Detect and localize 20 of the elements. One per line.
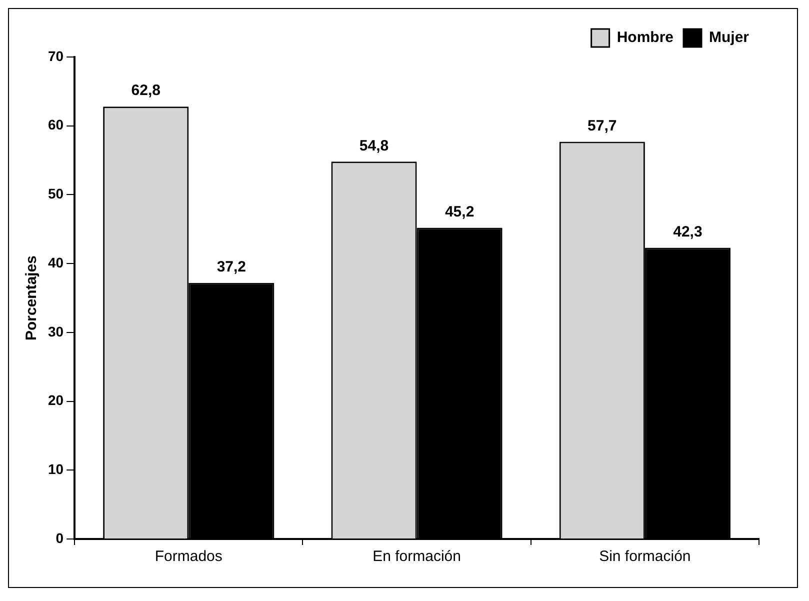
data-label: 42,3 <box>673 223 702 240</box>
y-tick-label: 10 <box>48 461 64 477</box>
legend-label: Mujer <box>708 29 750 46</box>
y-tick-label: 20 <box>48 392 64 408</box>
data-label: 62,8 <box>131 82 160 100</box>
y-axis-title: Porcentajes <box>23 255 40 341</box>
y-tick-label: 30 <box>48 323 64 340</box>
y-tick-label: 40 <box>48 254 64 270</box>
legend-label: Hombre <box>616 29 674 46</box>
data-label: 54,8 <box>359 137 389 154</box>
x-tick-label: En formación <box>372 548 461 566</box>
y-tick-label: 70 <box>48 48 64 64</box>
x-tick-label: Sin formación <box>599 548 691 566</box>
y-tick-label: 0 <box>56 530 64 546</box>
data-label: 45,2 <box>444 203 474 220</box>
data-label: 57,7 <box>588 117 617 134</box>
x-tick-label: Formados <box>154 548 222 566</box>
y-tick-label: 60 <box>48 116 64 133</box>
y-tick-label: 50 <box>48 186 64 202</box>
data-label: 37,2 <box>216 258 246 276</box>
